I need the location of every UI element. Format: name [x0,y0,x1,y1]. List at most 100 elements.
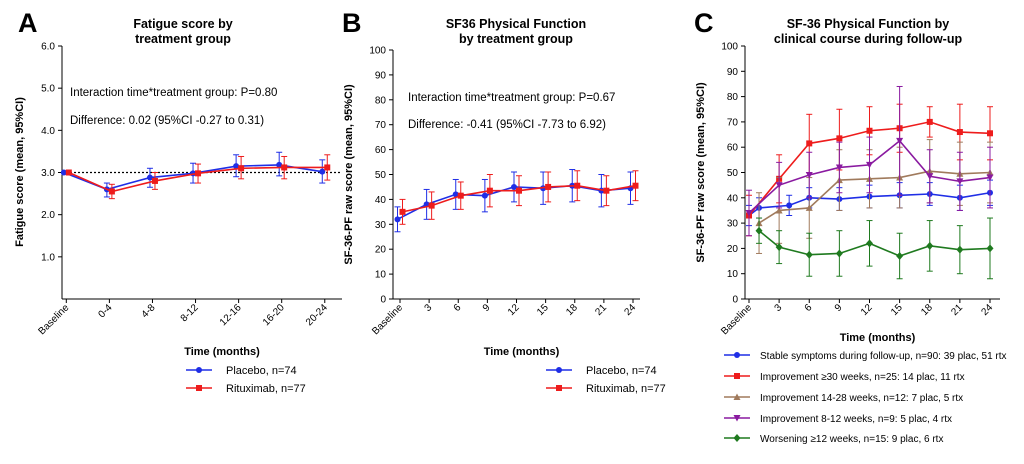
y-tick-label: 70 [727,117,739,128]
data-point [987,130,993,137]
x-tick-label: 12 [506,302,522,318]
series-red [399,170,639,225]
data-point [926,173,934,180]
data-point [428,202,435,209]
y-tick-label: 90 [727,67,739,78]
data-point [319,168,326,175]
data-point [956,129,963,136]
legend-marker [556,385,562,391]
legend-marker [734,352,740,358]
data-point [60,169,67,176]
series-purple [745,85,994,237]
series-red [65,154,331,200]
legend-entry: Rituximab, n=77 [546,383,666,395]
data-point [986,244,994,253]
data-point [896,251,904,260]
y-tick-label: 80 [727,92,739,103]
legend-marker [733,393,741,400]
annotation-text: Interaction time*treatment group: P=0.80 [70,87,277,99]
y-tick-label: 40 [375,195,387,206]
data-point [866,161,873,169]
legend-entry: Improvement 8-12 weeks, n=9: 5 plac, 4 r… [724,414,952,425]
data-point [986,174,994,182]
chart-title: Fatigue score by [133,17,232,31]
data-point [866,239,873,248]
y-tick-label: 70 [375,120,387,131]
y-tick-label: 4.0 [41,126,55,137]
data-point [151,177,158,184]
data-point [835,249,843,258]
x-tick-label: 20-24 [304,302,330,328]
y-tick-label: 30 [727,219,739,230]
data-point [835,164,843,171]
y-tick-label: 100 [369,46,386,57]
y-tick-label: 100 [721,42,738,53]
x-tick-label: 6 [452,302,464,314]
x-tick-label: 21 [949,302,965,318]
data-point [65,169,72,176]
y-tick-label: 20 [375,245,387,256]
data-point [195,170,202,177]
x-tick-label: Baseline [37,302,72,337]
legend-label: Improvement 14-28 weeks, n=12: 7 plac, 5… [760,393,963,404]
x-tick-label: 3 [423,302,435,314]
legend-entry: Stable symptoms during follow-up, n=90: … [724,351,1007,362]
legend-label: Improvement 8-12 weeks, n=9: 5 plac, 4 r… [760,414,952,425]
y-tick-label: 50 [727,168,739,179]
x-tick-label: 18 [564,302,580,318]
y-tick-label: 10 [375,270,387,281]
legend-entry: Rituximab, n=77 [186,383,306,395]
panel-letter: A [18,8,38,38]
data-point [866,127,873,134]
y-tick-label: 6.0 [41,42,55,53]
data-point [233,163,240,170]
chart-title: treatment group [135,32,231,46]
data-point [926,241,934,250]
data-point [481,192,488,199]
x-tick-label: 3 [773,302,785,314]
data-point [399,208,406,215]
x-tick-label: 24 [622,302,638,318]
y-axis-label: SF-36-PF raw score (mean, 95%CI) [695,82,707,263]
legend-entry: Placebo, n=74 [186,365,297,377]
panel-letter: B [342,8,362,38]
series-blue [394,169,634,233]
x-tick-label: Baseline [719,302,754,337]
y-tick-label: 60 [375,145,387,156]
data-point [457,192,464,199]
data-point [324,164,331,171]
x-axis-label: Time (months) [840,332,916,344]
data-point [238,165,245,172]
y-tick-label: 30 [375,220,387,231]
data-point [806,140,813,147]
legend-marker [734,373,740,379]
legend-entry: Placebo, n=74 [546,365,657,377]
series-line [758,230,991,257]
y-tick-label: 1.0 [41,252,55,263]
legend-label: Placebo, n=74 [226,365,297,377]
y-tick-label: 5.0 [41,84,55,95]
x-tick-label: 12 [859,302,875,318]
data-point [786,202,793,209]
legend-marker [733,415,741,422]
chart-title: SF36 Physical Function [446,17,586,31]
legend-marker [196,367,202,373]
data-point [805,250,813,259]
y-axis-label: SF-36-PF raw score (mean, 95%CI) [343,84,355,265]
y-tick-label: 0 [732,295,738,306]
x-axis-label: Time (months) [484,346,560,358]
data-point [926,118,933,125]
data-point [394,216,401,223]
chart-title: clinical course during follow-up [774,32,963,46]
x-tick-label: 18 [919,302,935,318]
x-tick-label: 21 [593,302,609,318]
data-point [516,187,522,194]
y-tick-label: 0 [380,295,386,306]
y-tick-label: 3.0 [41,168,55,179]
y-tick-label: 50 [375,170,387,181]
legend-label: Improvement ≥30 weeks, n=25: 14 plac, 11… [760,372,965,383]
x-axis-label: Time (months) [184,346,260,358]
